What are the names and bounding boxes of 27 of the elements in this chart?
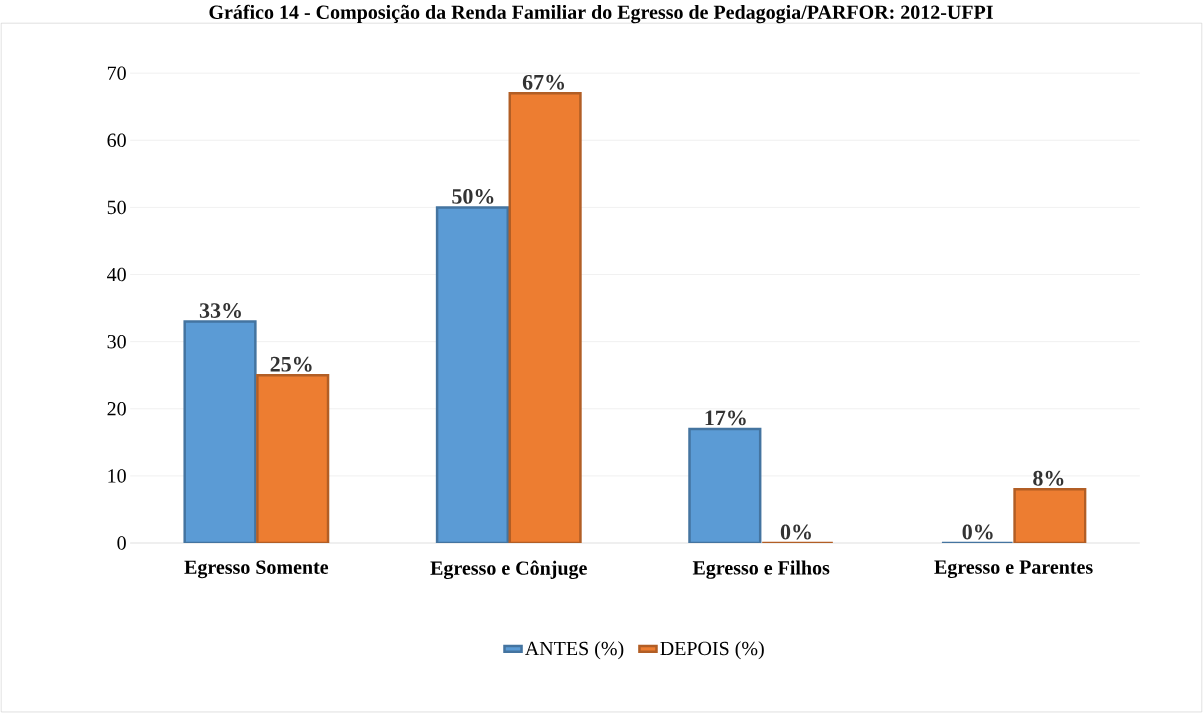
y-tick-label: 0: [117, 536, 126, 550]
y-tick-label: 30: [107, 334, 126, 349]
bar: [256, 373, 330, 543]
y-tick-label: 70: [107, 66, 126, 80]
legend-label: ANTES (%): [524, 641, 624, 660]
data-label: 25%: [270, 356, 312, 372]
bar: [183, 320, 257, 543]
x-tick-label: Egresso e Filhos: [692, 560, 830, 579]
data-label: 17%: [705, 410, 746, 426]
x-tick-label: Egresso e Cônjuge: [430, 560, 587, 579]
data-label: 8%: [1033, 470, 1064, 486]
y-tick-label: 40: [107, 267, 126, 282]
data-label: 50%: [452, 188, 494, 204]
data-label: 0%: [780, 524, 811, 540]
y-tick-label: 60: [107, 133, 126, 147]
data-label: 33%: [199, 302, 241, 318]
data-label: 0%: [962, 524, 993, 540]
y-tick-label: 20: [107, 401, 126, 416]
x-tick-label: Egresso e Parentes: [934, 560, 1093, 578]
x-tick-label: Egresso Somente: [184, 560, 329, 579]
bar: [435, 206, 510, 543]
bar: [688, 427, 762, 543]
chart-title: Gráfico 14 - Composição da Renda Familiar do Egresso de Pedagogia/PARFOR: 2012-UFPI: [209, 4, 993, 24]
legend-label: DEPOIS (%): [660, 641, 764, 660]
y-tick-label: 10: [108, 469, 126, 483]
y-tick-label: 50: [107, 200, 126, 215]
data-label: 67%: [522, 74, 565, 90]
